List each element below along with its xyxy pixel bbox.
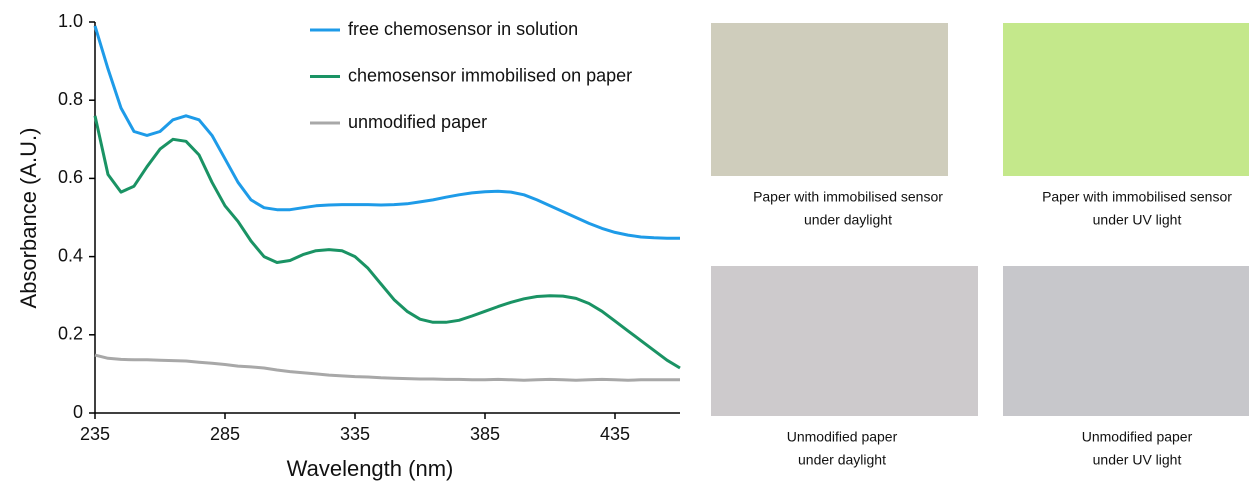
x-tick-label: 235: [80, 424, 110, 444]
caption: under daylight: [804, 212, 892, 228]
series-line: [95, 355, 680, 380]
caption: Paper with immobilised sensor: [1042, 189, 1232, 205]
caption: under daylight: [798, 452, 886, 468]
series-line: [95, 116, 680, 368]
photo: [711, 266, 978, 416]
y-tick-label: 0.8: [58, 89, 83, 109]
figure: Paper with immobilised sensor under dayl…: [0, 0, 1249, 484]
y-axis-label: Absorbance (A.U.): [16, 128, 41, 309]
legend-label: free chemosensor in solution: [348, 19, 578, 39]
photo: [1003, 266, 1249, 416]
caption: Unmodified paper: [1082, 429, 1193, 445]
x-tick-label: 385: [470, 424, 500, 444]
y-tick-label: 0: [73, 402, 83, 422]
y-tick-label: 1.0: [58, 11, 83, 31]
caption: Unmodified paper: [787, 429, 898, 445]
caption: Paper with immobilised sensor: [753, 189, 943, 205]
y-tick-label: 0.4: [58, 245, 83, 265]
photo: [711, 23, 948, 176]
x-tick-label: 285: [210, 424, 240, 444]
x-tick-label: 435: [600, 424, 630, 444]
caption: under UV light: [1093, 212, 1182, 228]
legend-label: unmodified paper: [348, 112, 487, 132]
y-tick-label: 0.6: [58, 167, 83, 187]
caption: under UV light: [1093, 452, 1182, 468]
x-tick-label: 335: [340, 424, 370, 444]
x-axis-label: Wavelength (nm): [287, 456, 454, 481]
photo: [1003, 23, 1249, 176]
legend-label: chemosensor immobilised on paper: [348, 65, 632, 85]
y-tick-label: 0.2: [58, 324, 83, 344]
series-line: [95, 26, 680, 238]
